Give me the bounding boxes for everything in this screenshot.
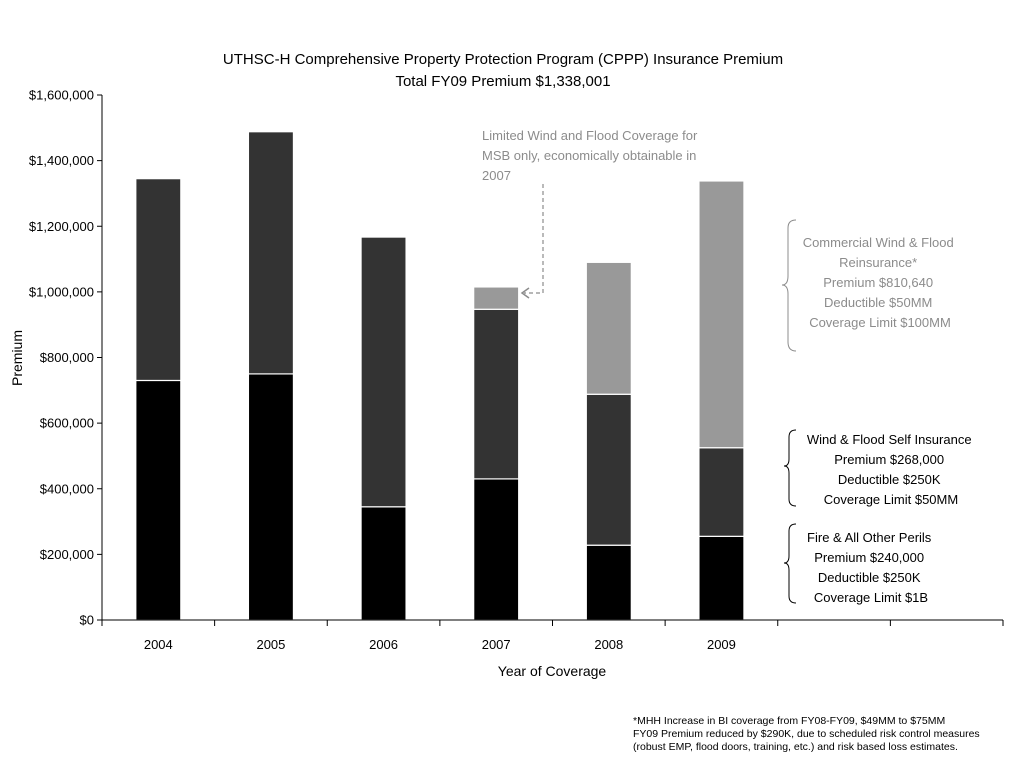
commercial-line-5: Coverage Limit $100MM [809, 315, 951, 330]
fire-line-4: Coverage Limit $1B [814, 590, 928, 605]
chart-title: UTHSC-H Comprehensive Property Protectio… [223, 51, 783, 68]
limited-line-3: 2007 [482, 168, 511, 183]
commercial-reinsurance-note: Commercial Wind & Flood Reinsurance* Pre… [803, 235, 958, 330]
x-axis-label: Year of Coverage [498, 663, 607, 679]
self-line-2: Premium $268,000 [834, 452, 944, 467]
x-tick-label: 2006 [369, 637, 398, 652]
y-tick-label: $200,000 [40, 547, 94, 562]
bar-segment [247, 131, 295, 375]
fire-perils-note: Fire & All Other Perils Premium $240,000… [807, 530, 935, 605]
self-insurance-note: Wind & Flood Self Insurance Premium $268… [807, 432, 975, 507]
commercial-line-4: Deductible $50MM [824, 295, 932, 310]
commercial-line-3: Premium $810,640 [823, 275, 933, 290]
bar-segment [473, 478, 520, 621]
bar-segment [360, 506, 407, 621]
x-tick-label: 2009 [707, 637, 736, 652]
commercial-line-2: Reinsurance* [839, 255, 917, 270]
y-tick-label: $1,200,000 [29, 219, 94, 234]
y-axis-label: Premium [9, 330, 25, 386]
fire-line-3: Deductible $250K [818, 570, 921, 585]
x-axis-ticks: 2004 2005 2006 2007 2008 2009 [101, 620, 1004, 652]
x-tick-label: 2007 [482, 637, 511, 652]
fire-brace [783, 523, 797, 604]
bar-segment [135, 178, 182, 382]
fire-line-1: Fire & All Other Perils [807, 530, 932, 545]
y-tick-label: $400,000 [40, 481, 94, 496]
bar-segment [473, 286, 520, 310]
y-tick-label: $1,400,000 [29, 153, 94, 168]
limited-coverage-arrow [524, 184, 544, 294]
limited-line-1: Limited Wind and Flood Coverage for [482, 128, 698, 143]
y-tick-label: $1,000,000 [29, 284, 94, 299]
bar-segment [473, 308, 520, 480]
x-tick-label: 2005 [256, 637, 285, 652]
commercial-line-1: Commercial Wind & Flood [803, 235, 954, 250]
self-line-3: Deductible $250K [838, 472, 941, 487]
commercial-brace [781, 219, 797, 352]
bar-segment [585, 393, 632, 546]
footnote-line-1: *MHH Increase in BI coverage from FY08-F… [633, 715, 945, 727]
bar-segment [247, 373, 295, 621]
self-line-1: Wind & Flood Self Insurance [807, 432, 972, 447]
self-line-4: Coverage Limit $50MM [824, 492, 958, 507]
limited-coverage-arrowhead [520, 287, 530, 299]
bars [135, 131, 745, 621]
bar-segment [698, 180, 745, 449]
limited-line-2: MSB only, economically obtainable in [482, 148, 696, 163]
limited-coverage-note: Limited Wind and Flood Coverage for MSB … [482, 128, 701, 183]
fire-line-2: Premium $240,000 [814, 550, 924, 565]
footnote-line-2: FY09 Premium reduced by $290K, due to sc… [633, 728, 980, 740]
y-tick-label: $1,600,000 [29, 88, 94, 103]
self-insurance-brace [783, 429, 797, 507]
y-tick-label: $600,000 [40, 416, 94, 431]
chart-subtitle: Total FY09 Premium $1,338,001 [395, 73, 610, 90]
y-tick-label: $800,000 [40, 350, 94, 365]
bar-segment [698, 447, 745, 537]
x-tick-label: 2008 [594, 637, 623, 652]
y-axis-ticks: $0 $200,000 $400,000 $600,000 $800,000 $1,000… [29, 88, 102, 628]
bar-segment [585, 544, 632, 621]
bar-segment [698, 535, 745, 621]
bar-segment [360, 236, 407, 508]
y-tick-label: $0 [80, 613, 94, 628]
x-tick-label: 2004 [144, 637, 173, 652]
footnote: *MHH Increase in BI coverage from FY08-F… [633, 715, 983, 753]
bar-segment [585, 261, 632, 395]
footnote-line-3: (robust EMP, flood doors, training, etc.… [633, 741, 958, 753]
bar-segment [135, 379, 182, 621]
